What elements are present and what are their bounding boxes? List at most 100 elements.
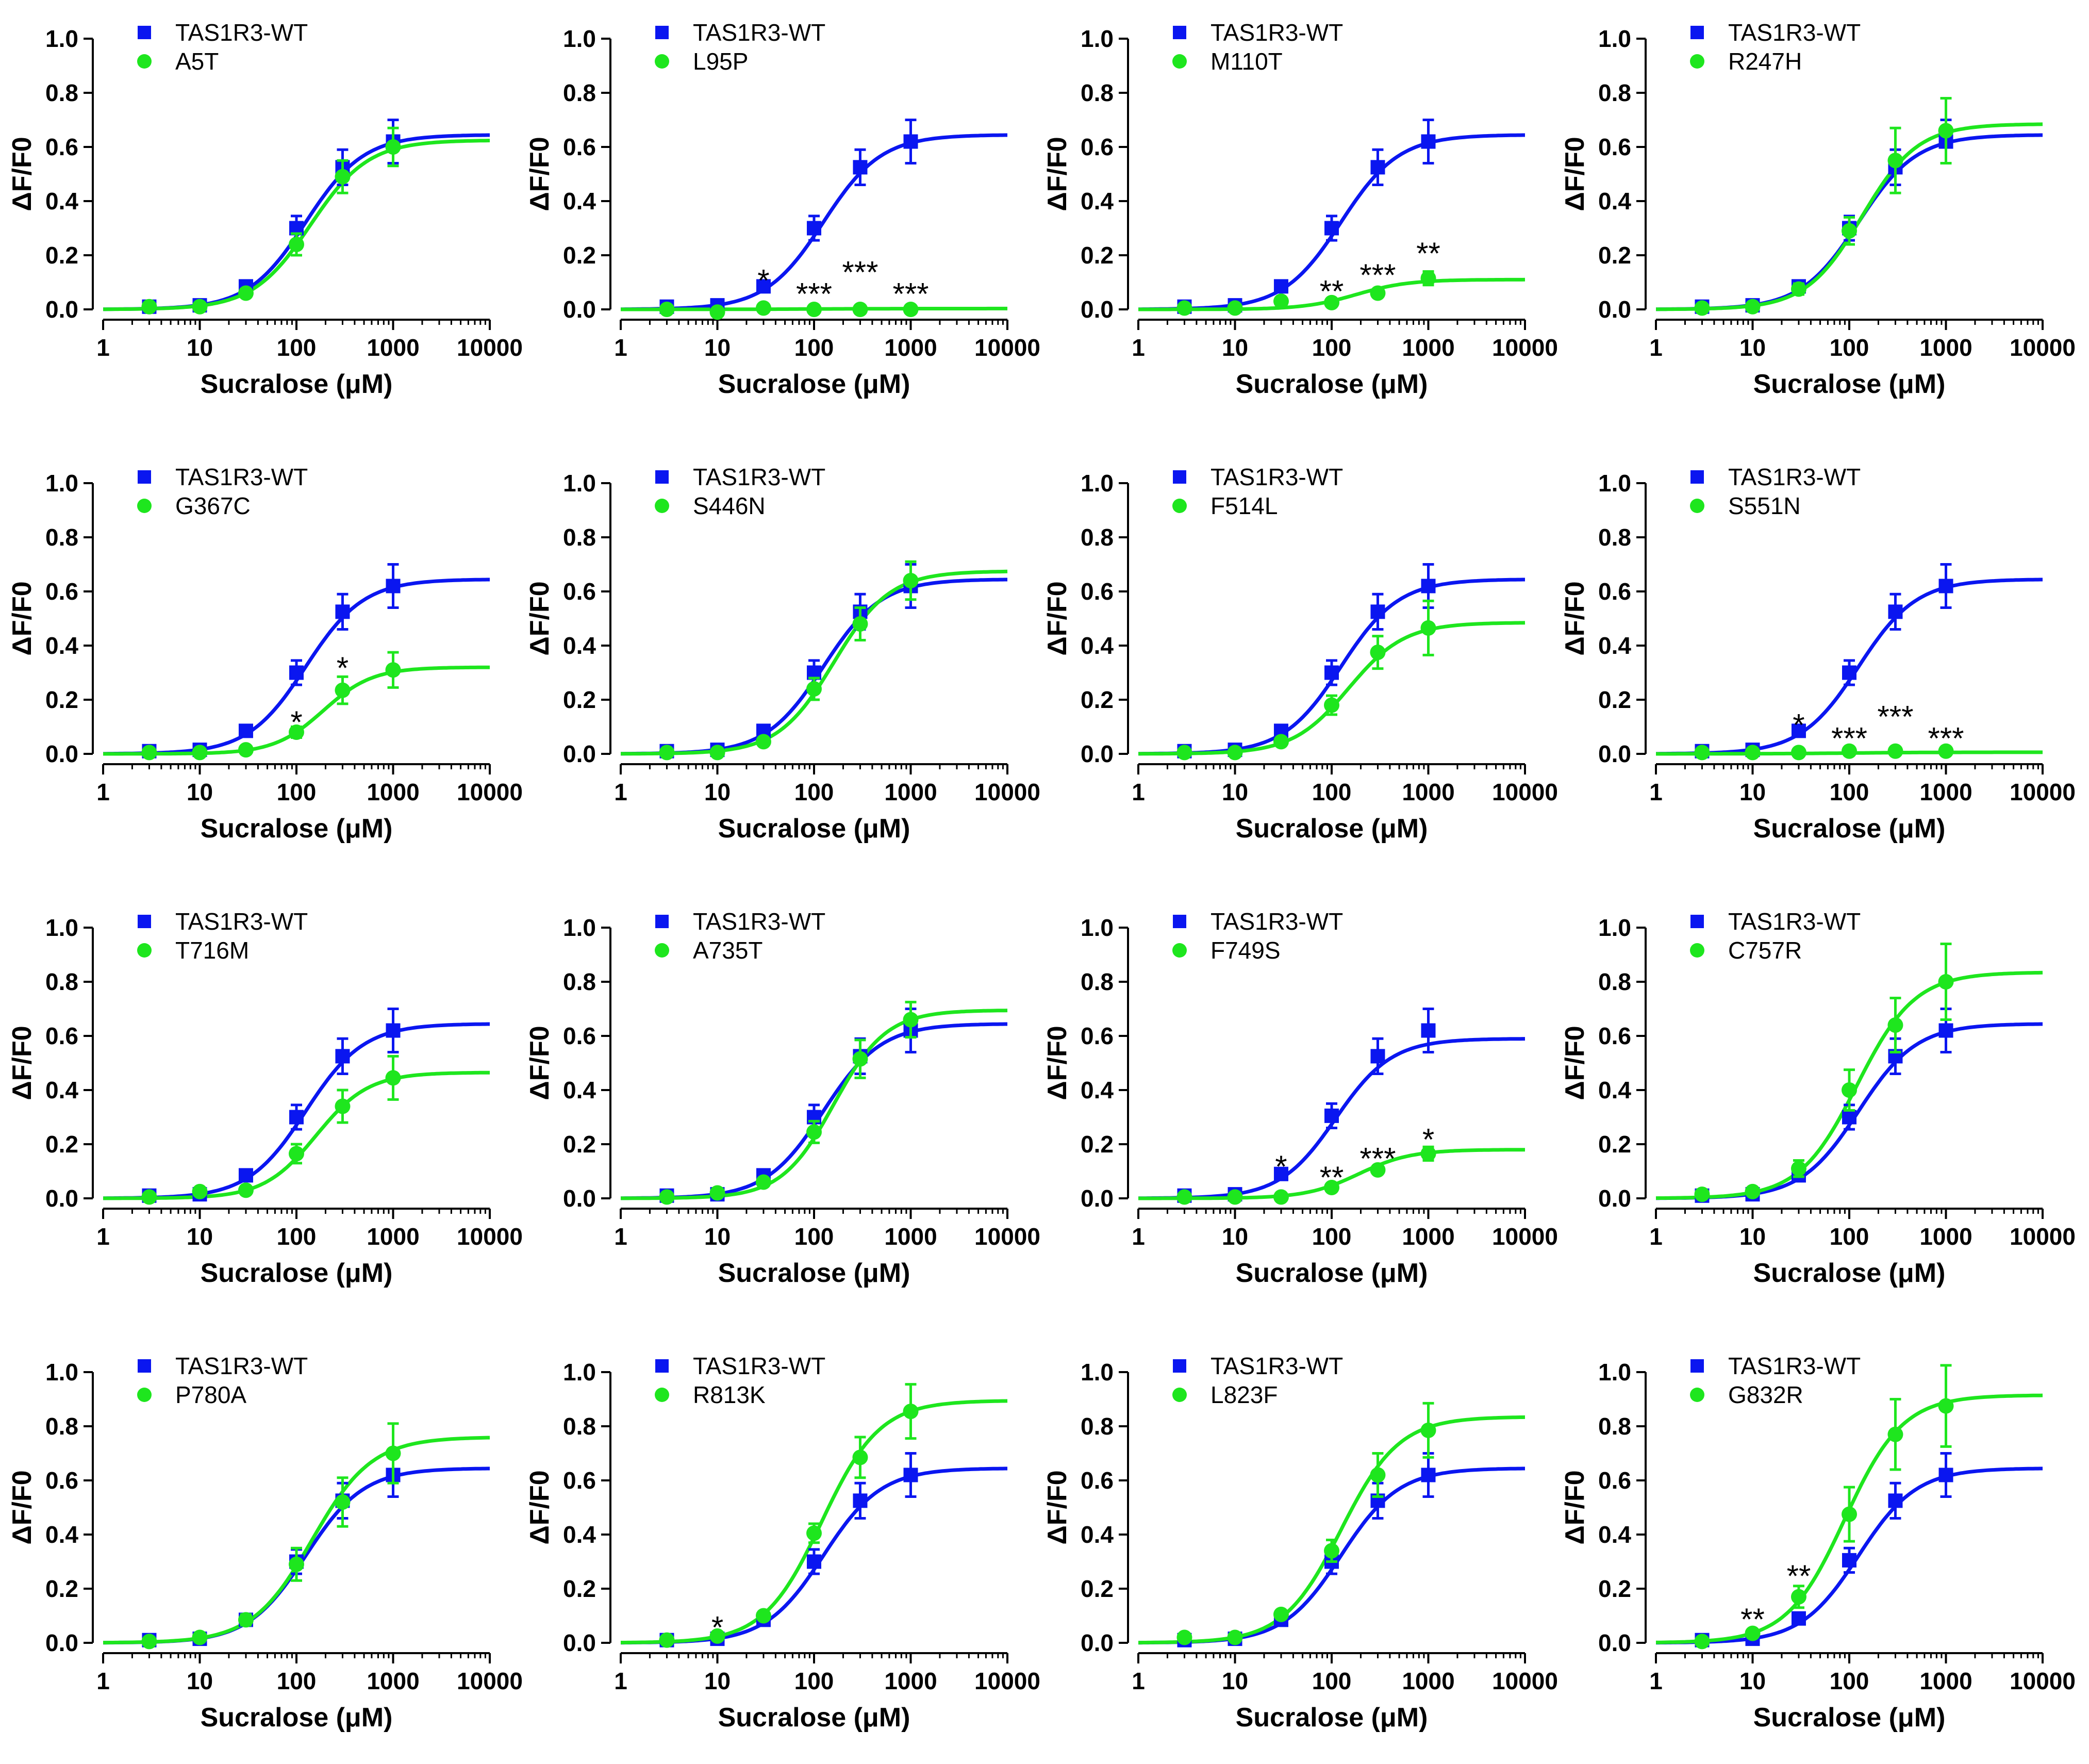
x-axis-title: Sucralose (μM)	[1236, 814, 1428, 844]
data-point-wt	[903, 1468, 918, 1482]
data-point-wt	[1324, 1108, 1339, 1123]
legend-label: R247H	[1728, 48, 1802, 75]
y-tick-label: 0.0	[1081, 1185, 1114, 1212]
legend-marker-mutant	[655, 1388, 669, 1402]
y-axis-title: ΔF/F0	[1042, 137, 1072, 211]
data-point-mutant	[1887, 1426, 1903, 1442]
y-tick-label: 0.0	[1598, 1185, 1631, 1212]
y-tick-label: 1.0	[1598, 914, 1631, 941]
data-point-wt	[335, 1049, 350, 1064]
chart-panel-l823f: 0.0 0.2 0.4 0.6 0.8 1.0 1 10 100 1000 10000 Sucralo…	[1042, 1353, 1558, 1733]
legend-label: TAS1R3-WT	[693, 19, 825, 46]
data-point-wt	[1791, 723, 1806, 738]
legend-marker-mutant	[137, 1388, 152, 1402]
x-axis-title: Sucralose (μM)	[201, 1703, 393, 1733]
significance-label: ***	[1877, 700, 1913, 734]
data-point-mutant	[192, 1629, 208, 1645]
data-point-mutant	[1370, 285, 1386, 301]
data-point-mutant	[659, 1632, 675, 1648]
legend-marker-wt	[655, 1359, 669, 1373]
data-point-mutant	[903, 573, 919, 588]
data-point-mutant	[1227, 1629, 1243, 1645]
y-tick-label: 1.0	[563, 1359, 596, 1386]
x-tick-label: 10	[704, 334, 731, 361]
x-tick-label: 1	[1649, 779, 1663, 805]
x-tick-label: 10	[1739, 1223, 1766, 1250]
significance-label: ***	[1928, 721, 1964, 756]
data-point-mutant	[1842, 743, 1857, 759]
x-tick-label: 10	[1222, 1223, 1248, 1250]
chart-panel-r247h: 0.0 0.2 0.4 0.6 0.8 1.0 1 10 100 1000 10000 Sucralo…	[1560, 19, 2076, 399]
legend-marker-mutant	[1172, 54, 1187, 69]
data-point-mutant	[1790, 281, 1806, 297]
y-tick-label: 0.0	[1598, 740, 1631, 767]
data-point-wt	[1370, 604, 1385, 619]
legend-label: G832R	[1728, 1381, 1803, 1408]
y-tick-label: 0.4	[563, 1521, 596, 1548]
x-tick-label: 100	[1830, 1223, 1869, 1250]
significance-label: **	[1740, 1602, 1765, 1637]
legend-label: TAS1R3-WT	[693, 464, 825, 490]
data-point-mutant	[141, 1634, 157, 1650]
legend-label: L95P	[693, 48, 748, 75]
y-tick-label: 0.0	[45, 740, 78, 767]
legend-marker-wt	[1690, 470, 1704, 484]
fit-curve-mutant	[1138, 621, 1526, 756]
significance-label: *	[290, 705, 302, 739]
data-point-mutant	[1790, 745, 1806, 761]
data-point-mutant	[659, 1189, 675, 1205]
data-point-mutant	[141, 745, 157, 761]
legend-label: P780A	[175, 1381, 246, 1408]
x-tick-label: 10	[704, 1223, 731, 1250]
data-point-mutant	[192, 1183, 208, 1199]
data-point-mutant	[1842, 1082, 1857, 1098]
chart-panel-r813k: 0.0 0.2 0.4 0.6 0.8 1.0 1 10 100 1000 10000 Sucralo…	[525, 1353, 1040, 1733]
data-point-wt	[756, 279, 771, 294]
y-tick-label: 0.8	[563, 1413, 596, 1440]
x-tick-label: 1	[1132, 1668, 1145, 1694]
y-tick-label: 0.2	[1081, 1575, 1114, 1602]
x-tick-label: 1000	[367, 1668, 419, 1694]
x-tick-label: 10000	[457, 1668, 523, 1694]
x-tick-label: 100	[1830, 334, 1869, 361]
y-tick-label: 0.8	[1081, 1413, 1114, 1440]
data-point-mutant	[192, 745, 208, 761]
legend-marker-mutant	[1690, 1388, 1704, 1402]
chart-panel-l95p: 0.0 0.2 0.4 0.6 0.8 1.0 1 10 100 1000 10000 Sucralo…	[525, 19, 1040, 399]
data-point-mutant	[903, 302, 919, 317]
legend-label: S446N	[693, 492, 766, 519]
x-tick-label: 10	[1739, 1668, 1766, 1694]
data-point-wt	[1938, 579, 1953, 594]
x-tick-label: 100	[1830, 1668, 1869, 1694]
y-tick-label: 0.8	[1081, 524, 1114, 551]
data-point-mutant	[1273, 293, 1289, 309]
y-tick-label: 1.0	[1598, 25, 1631, 52]
legend-marker-wt	[1173, 1359, 1186, 1373]
x-axis-title: Sucralose (μM)	[718, 1703, 910, 1733]
y-tick-label: 0.0	[45, 1629, 78, 1656]
data-point-mutant	[755, 734, 771, 750]
legend-label: A5T	[175, 48, 219, 75]
data-point-wt	[853, 1493, 868, 1508]
x-tick-label: 10000	[2010, 779, 2076, 805]
y-tick-label: 1.0	[1081, 1359, 1114, 1386]
legend-marker-wt	[655, 26, 669, 39]
data-point-mutant	[709, 1628, 725, 1644]
data-point-mutant	[192, 299, 208, 315]
x-tick-label: 1000	[1402, 779, 1454, 805]
y-tick-label: 1.0	[563, 25, 596, 52]
y-tick-label: 0.4	[45, 188, 78, 215]
x-tick-label: 1000	[1919, 334, 1972, 361]
data-point-wt	[1791, 1611, 1806, 1626]
x-axis-title: Sucralose (μM)	[1753, 1258, 1946, 1288]
x-tick-label: 10	[187, 1223, 213, 1250]
x-axis-title: Sucralose (μM)	[1236, 1258, 1428, 1288]
y-tick-label: 0.6	[1081, 1467, 1114, 1494]
x-tick-label: 100	[794, 1668, 834, 1694]
legend-marker-mutant	[655, 499, 669, 513]
data-point-wt	[1421, 1023, 1436, 1038]
y-tick-label: 0.8	[45, 79, 78, 106]
y-tick-label: 0.2	[45, 1131, 78, 1158]
data-point-mutant	[1938, 974, 1954, 990]
legend-label: A735T	[693, 937, 763, 964]
